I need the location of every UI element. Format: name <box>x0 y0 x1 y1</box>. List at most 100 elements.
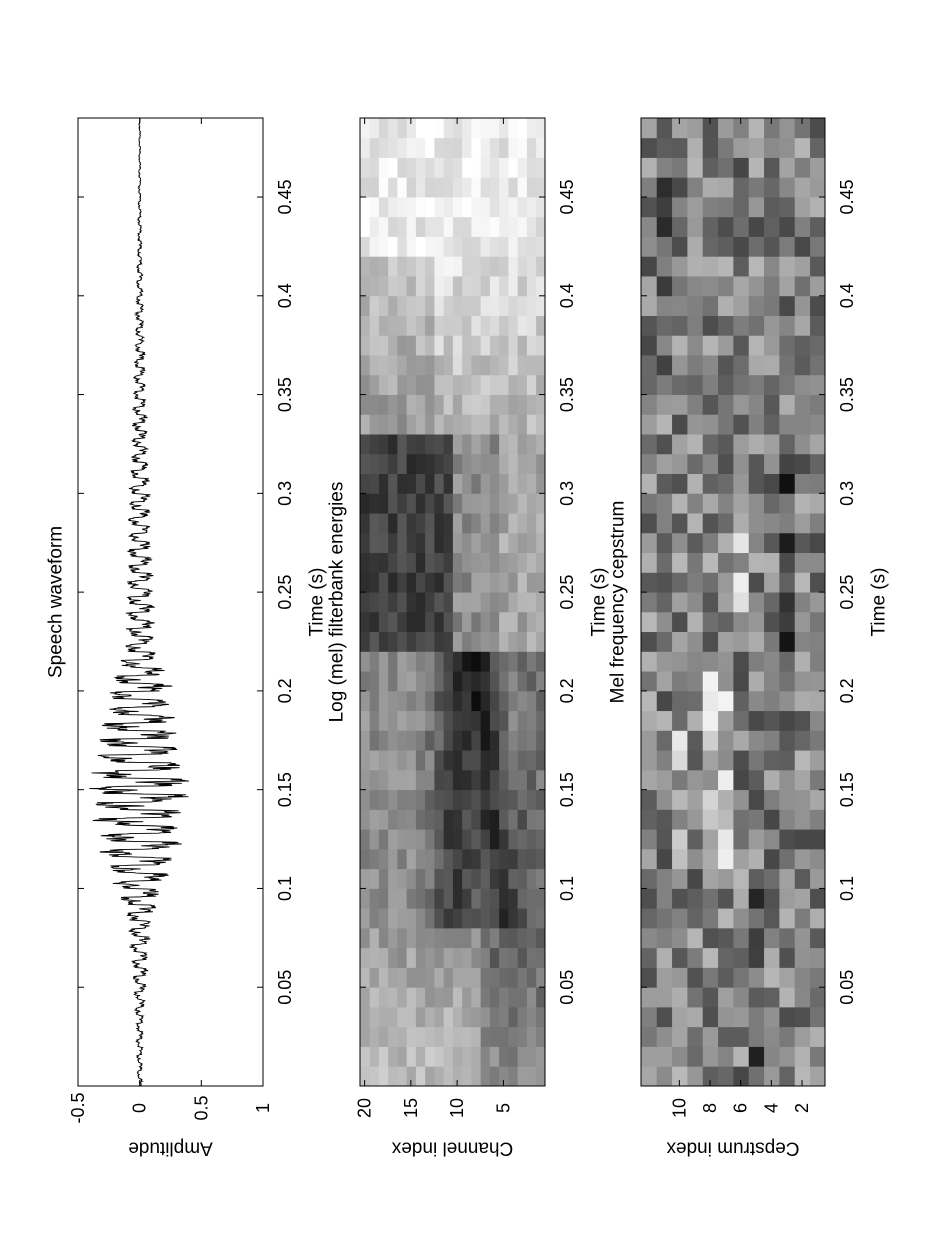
heatmap-cell <box>452 414 463 435</box>
heatmap-cell <box>656 1066 673 1087</box>
heatmap-cell <box>508 1026 518 1047</box>
heatmap-cell <box>717 809 734 830</box>
heatmap-cell <box>397 513 407 534</box>
heatmap-cell <box>489 750 500 771</box>
heatmap-cell <box>656 809 673 830</box>
heatmap-cell <box>387 651 398 672</box>
heatmap-cell <box>508 216 518 237</box>
heatmap-cell <box>656 1046 673 1067</box>
heatmap-cell <box>733 888 749 909</box>
heatmap-cell <box>794 374 811 395</box>
heatmap-cell <box>415 295 426 316</box>
heatmap-cell <box>779 513 795 534</box>
heatmap-cell <box>717 315 734 336</box>
heatmap-cell <box>508 374 518 395</box>
heatmap-cell <box>508 473 518 494</box>
heatmap-cell <box>809 434 826 455</box>
heatmap-cell <box>717 769 734 791</box>
heatmap-cell <box>378 513 389 534</box>
heatmap-cell <box>498 137 509 158</box>
heatmap-cell <box>360 809 370 830</box>
heatmap-cell <box>641 710 657 731</box>
heatmap-cell <box>452 710 463 731</box>
heatmap-cell <box>717 473 734 494</box>
heatmap-cell <box>763 216 780 237</box>
heatmap-cell <box>733 473 749 494</box>
heatmap-cell <box>387 1046 398 1067</box>
heatmap-cell <box>702 453 719 474</box>
heatmap-cell <box>717 967 734 988</box>
heatmap-cell <box>763 118 780 139</box>
heatmap-cell <box>360 730 370 751</box>
heatmap-cell <box>461 157 472 178</box>
heatmap-cell <box>702 651 719 672</box>
heatmap-cell <box>498 848 509 870</box>
heatmap-cell <box>794 256 811 277</box>
heatmap-cell <box>397 374 407 395</box>
heatmap-cell <box>748 987 765 1008</box>
heatmap-cell <box>397 690 407 712</box>
heatmap-cell <box>641 730 657 751</box>
heatmap-cell <box>378 434 389 455</box>
heatmap-cell <box>779 177 795 198</box>
heatmap-cell <box>671 157 688 178</box>
heatmap-cell <box>489 848 500 870</box>
heatmap-cell <box>452 848 463 870</box>
heatmap-cell <box>498 769 509 791</box>
heatmap-cell <box>641 295 657 316</box>
heatmap-cell <box>397 927 407 949</box>
heatmap-cell <box>452 592 463 613</box>
heatmap-cell <box>498 473 509 494</box>
heatmap-cell <box>434 888 444 909</box>
heatmap-cell <box>406 453 416 474</box>
heatmap-cell <box>763 1066 780 1087</box>
x-tick-label: 0.4 <box>837 283 857 308</box>
heatmap-cell <box>702 927 719 949</box>
heatmap-cell <box>526 216 537 237</box>
heatmap-cell <box>794 592 811 613</box>
heatmap-cell <box>360 256 370 277</box>
heatmap-cell <box>656 730 673 751</box>
heatmap-cell <box>406 276 416 297</box>
heatmap-cell <box>443 137 453 158</box>
x-axis-label: Time (s) <box>869 568 890 637</box>
heatmap-cell <box>794 631 811 652</box>
heatmap-cell <box>535 355 546 376</box>
heatmap-cell <box>717 631 734 652</box>
heatmap-cell <box>641 552 657 573</box>
heatmap-cell <box>424 651 435 672</box>
heatmap-cell <box>535 453 546 474</box>
heatmap-cell <box>717 927 734 949</box>
heatmap-cell <box>369 394 379 415</box>
heatmap-cell <box>526 888 537 909</box>
heatmap-cell <box>443 967 453 988</box>
heatmap-cell <box>443 592 453 613</box>
heatmap-cell <box>526 513 537 534</box>
heatmap-cell <box>471 829 481 850</box>
heatmap-cell <box>369 987 379 1008</box>
heatmap-cell <box>687 315 703 336</box>
heatmap-cell <box>406 592 416 613</box>
heatmap-cell <box>387 532 398 554</box>
heatmap-cell <box>415 987 426 1008</box>
heatmap-cell <box>641 256 657 277</box>
heatmap-cell <box>498 1046 509 1067</box>
heatmap-cell <box>656 1006 673 1028</box>
heatmap-cell <box>671 888 688 909</box>
heatmap-cell <box>424 888 435 909</box>
heatmap-cell <box>406 730 416 751</box>
heatmap-cell <box>415 335 426 356</box>
heatmap-cell <box>387 414 398 435</box>
heatmap-cell <box>809 848 826 870</box>
heatmap-cell <box>360 276 370 297</box>
heatmap-cell <box>656 276 673 297</box>
heatmap-cell <box>489 1026 500 1047</box>
x-tick-label: 0.15 <box>275 772 295 807</box>
heatmap-cell <box>397 967 407 988</box>
heatmap-cell <box>508 927 518 949</box>
heatmap-cell <box>535 690 546 712</box>
heatmap-cell <box>656 848 673 870</box>
heatmap-cell <box>508 730 518 751</box>
heatmap-cell <box>517 888 527 909</box>
heatmap-cell <box>498 572 509 593</box>
